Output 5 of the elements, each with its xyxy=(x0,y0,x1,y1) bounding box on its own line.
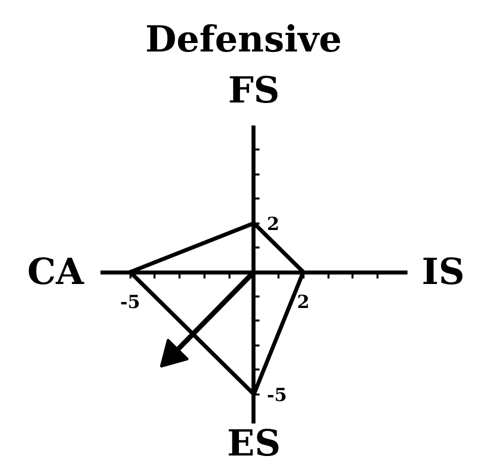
chart-title: Defensive xyxy=(145,18,342,60)
annotation: ES xyxy=(227,422,281,464)
text: CA xyxy=(27,251,85,294)
text: IS xyxy=(422,251,465,294)
text: FS xyxy=(228,70,280,112)
